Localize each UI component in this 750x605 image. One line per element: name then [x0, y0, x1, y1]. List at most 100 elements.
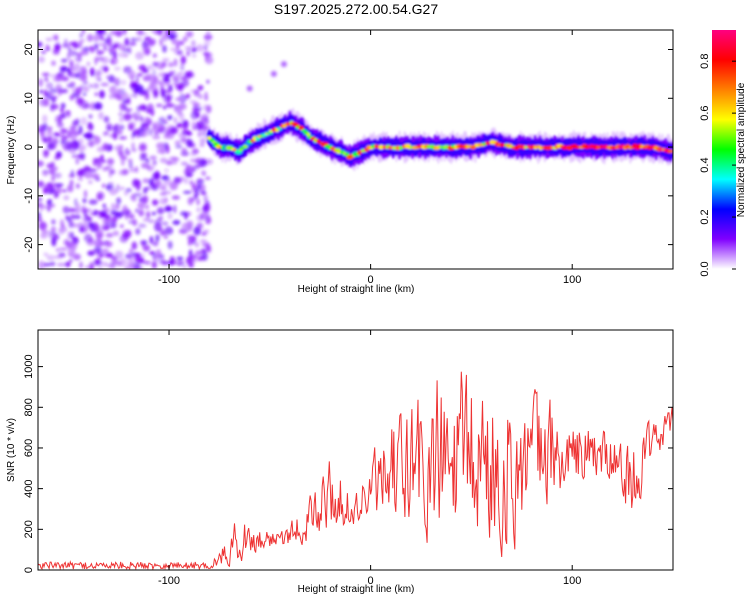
noise-blob — [79, 47, 85, 51]
noise-blob — [202, 229, 210, 234]
sparse-spot — [246, 85, 253, 92]
noise-blob — [145, 73, 154, 79]
noise-blob — [196, 250, 204, 255]
noise-blob — [191, 54, 197, 58]
spectrogram-frame — [37, 29, 674, 270]
noise-blob — [108, 46, 116, 54]
noise-blob — [180, 211, 189, 216]
noise-blob — [116, 197, 122, 205]
noise-blob — [147, 38, 156, 46]
noise-blob — [60, 224, 65, 228]
noise-blob — [67, 142, 73, 151]
noise-blob — [113, 77, 121, 87]
noise-blob — [196, 222, 204, 230]
noise-blob — [179, 176, 185, 180]
noise-blob — [109, 85, 117, 94]
noise-blob — [88, 237, 94, 243]
noise-blob — [127, 46, 132, 55]
noise-blob — [48, 142, 57, 150]
noise-blob — [161, 175, 170, 181]
noise-blob — [95, 56, 105, 62]
noise-blob — [190, 158, 196, 163]
noise-blob — [94, 92, 99, 96]
noise-blob — [135, 75, 139, 84]
spectrogram-y-label: Frequency (Hz) — [6, 116, 17, 185]
noise-blob — [138, 145, 147, 152]
noise-blob — [116, 260, 123, 265]
noise-blob — [57, 73, 66, 77]
noise-blob — [145, 186, 151, 191]
noise-blob — [89, 140, 94, 148]
noise-blob — [168, 62, 174, 68]
noise-blob — [155, 252, 162, 259]
noise-blob — [82, 198, 87, 204]
noise-blob — [142, 218, 150, 222]
noise-blob — [128, 123, 134, 131]
noise-blob — [85, 132, 94, 141]
noise-blob — [169, 126, 179, 134]
noise-blob — [165, 160, 173, 166]
noise-blob — [121, 168, 129, 176]
noise-blob — [112, 44, 119, 48]
snr-y-tick-label: 0 — [23, 567, 35, 573]
noise-blob — [128, 161, 133, 169]
noise-blob — [192, 102, 201, 107]
noise-blob — [93, 246, 102, 254]
noise-blob — [180, 137, 188, 144]
noise-blob — [72, 223, 81, 228]
noise-blob — [74, 55, 82, 63]
noise-blob — [60, 128, 68, 134]
noise-blob — [132, 112, 137, 119]
noise-blob — [105, 252, 114, 258]
noise-blob — [47, 126, 53, 131]
noise-blob — [160, 88, 166, 98]
noise-blob — [156, 80, 163, 85]
noise-blob — [84, 217, 93, 221]
noise-blob — [80, 50, 89, 56]
noise-blob — [124, 265, 133, 269]
noise-blob — [120, 159, 125, 166]
noise-blob — [78, 226, 85, 233]
noise-blob — [190, 111, 199, 120]
noise-blob — [46, 129, 53, 139]
noise-blob — [126, 253, 136, 261]
noise-blob — [62, 43, 70, 48]
noise-blob — [157, 31, 163, 36]
noise-blob — [68, 49, 76, 57]
noise-blob — [141, 40, 149, 49]
noise-blob — [79, 125, 83, 134]
noise-blob — [88, 180, 93, 184]
noise-blob — [178, 71, 184, 76]
colorbar-label: Normalized spectral amplitude — [736, 82, 747, 217]
noise-blob — [120, 186, 125, 191]
noise-blob — [119, 116, 124, 123]
noise-blob — [183, 79, 189, 84]
noise-blob — [124, 37, 129, 47]
noise-blob — [171, 75, 177, 81]
noise-blob — [94, 43, 99, 51]
noise-blob — [120, 79, 127, 86]
noise-blob — [205, 176, 211, 180]
noise-blob — [70, 231, 74, 239]
noise-blob — [75, 183, 80, 189]
noise-blob — [145, 49, 150, 54]
noise-blob — [54, 255, 63, 260]
noise-blob — [81, 69, 86, 79]
noise-blob — [154, 93, 158, 99]
noise-blob — [186, 138, 193, 148]
colorbar-tick-label: 0.0 — [699, 261, 711, 276]
noise-blob — [106, 184, 111, 192]
noise-blob — [67, 248, 75, 257]
noise-blob — [181, 222, 188, 230]
noise-blob — [93, 209, 98, 216]
noise-blob — [172, 220, 181, 225]
noise-blob — [112, 125, 118, 133]
noise-blob — [38, 42, 42, 47]
noise-blob — [119, 136, 127, 140]
noise-blob — [155, 170, 160, 178]
noise-blob — [105, 263, 109, 267]
noise-blob — [152, 61, 159, 67]
noise-blob — [136, 179, 142, 189]
noise-blob — [98, 266, 103, 269]
